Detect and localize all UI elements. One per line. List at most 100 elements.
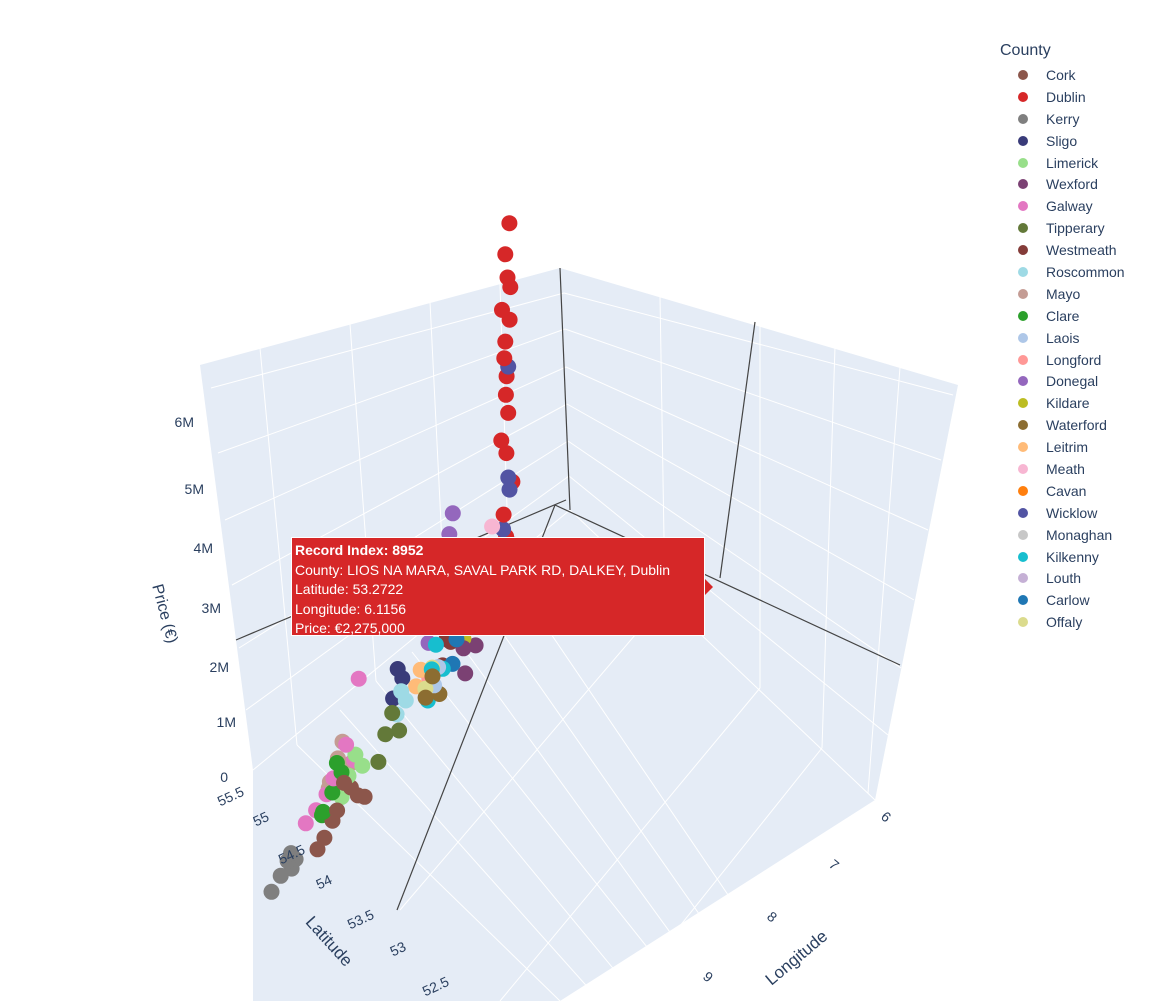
data-point-dublin[interactable]: [496, 350, 513, 367]
data-point-dublin[interactable]: [497, 246, 514, 263]
legend-item-wexford[interactable]: Wexford: [1000, 173, 1145, 195]
data-point-waterford[interactable]: [417, 689, 434, 706]
legend-item-galway[interactable]: Galway: [1000, 195, 1145, 217]
legend-item-longford[interactable]: Longford: [1000, 349, 1145, 371]
legend-item-tipperary[interactable]: Tipperary: [1000, 217, 1145, 239]
legend-marker-icon: [1018, 442, 1028, 453]
tooltip-price: Price: €2,275,000: [295, 620, 405, 637]
data-point-cork[interactable]: [316, 829, 333, 846]
legend-marker-icon: [1018, 245, 1028, 256]
legend-item-westmeath[interactable]: Westmeath: [1000, 239, 1145, 261]
data-point-cork[interactable]: [309, 841, 326, 858]
data-point-sligo[interactable]: [389, 661, 406, 677]
legend-marker-icon: [1018, 507, 1028, 518]
legend-item-cavan[interactable]: Cavan: [1000, 480, 1145, 502]
data-point-clare[interactable]: [324, 784, 341, 801]
data-point-dublin[interactable]: [497, 386, 514, 403]
data-point-donegal[interactable]: [444, 505, 461, 522]
legend-item-carlow[interactable]: Carlow: [1000, 589, 1145, 611]
legend-label: Offaly: [1046, 614, 1083, 631]
legend-label: Louth: [1046, 570, 1082, 587]
legend-item-kilkenny[interactable]: Kilkenny: [1000, 546, 1145, 568]
legend-label: Dublin: [1046, 88, 1086, 105]
legend-item-limerick[interactable]: Limerick: [1000, 152, 1145, 174]
legend-item-mayo[interactable]: Mayo: [1000, 283, 1145, 305]
data-point-dublin[interactable]: [497, 333, 514, 350]
data-point-clare[interactable]: [328, 755, 345, 771]
legend-item-laois[interactable]: Laois: [1000, 327, 1145, 349]
data-point-kerry[interactable]: [283, 845, 299, 862]
data-point-waterford[interactable]: [424, 668, 441, 685]
data-point-dublin[interactable]: [498, 445, 515, 462]
legend-item-waterford[interactable]: Waterford: [1000, 414, 1145, 436]
legend-item-offaly[interactable]: Offaly: [1000, 611, 1145, 633]
legend-marker-icon: [1018, 157, 1028, 168]
data-point-galway[interactable]: [297, 815, 314, 832]
legend-item-monaghan[interactable]: Monaghan: [1000, 524, 1145, 546]
data-point-cork[interactable]: [329, 802, 346, 819]
data-point-dublin[interactable]: [493, 432, 510, 449]
data-point-dublin[interactable]: [500, 404, 517, 421]
legend-item-clare[interactable]: Clare: [1000, 305, 1145, 327]
data-point-tipperary[interactable]: [384, 705, 401, 721]
data-point-tipperary[interactable]: [370, 753, 387, 770]
legend-item-dublin[interactable]: Dublin: [1000, 86, 1145, 108]
data-point-dublin[interactable]: [501, 215, 518, 232]
legend-marker-icon: [1018, 332, 1028, 343]
tooltip-longitude: Longitude: 6.1156: [295, 600, 407, 617]
data-point-kilkenny[interactable]: [427, 636, 444, 653]
z-tick: 4M: [194, 540, 213, 556]
data-point-wicklow[interactable]: [500, 469, 517, 486]
data-point-wexford[interactable]: [457, 665, 474, 682]
legend-items: Cork Dublin Kerry Sligo Limerick Wexford Galwa…: [1000, 64, 1145, 633]
legend-item-louth[interactable]: Louth: [1000, 567, 1145, 589]
legend-item-sligo[interactable]: Sligo: [1000, 130, 1145, 152]
z-tick: 5M: [185, 481, 204, 497]
legend-label: Kerry: [1046, 110, 1080, 127]
legend-label: Leitrim: [1046, 439, 1089, 456]
legend-marker-icon: [1018, 573, 1028, 584]
data-point-cork[interactable]: [336, 774, 352, 791]
x-tick: 9: [700, 968, 716, 985]
data-point-dublin[interactable]: [495, 506, 512, 523]
legend-marker-icon: [1018, 69, 1028, 80]
hover-tooltip: Record Index: 8952 County: LIOS NA MARA,…: [291, 537, 705, 636]
x-tick: 7: [826, 856, 842, 873]
data-point-clare[interactable]: [315, 803, 332, 820]
legend-label: Waterford: [1046, 417, 1107, 434]
data-point-tipperary[interactable]: [377, 726, 394, 743]
data-point-meath[interactable]: [484, 518, 501, 535]
legend-label: Meath: [1046, 460, 1085, 477]
legend-item-meath[interactable]: Meath: [1000, 458, 1145, 480]
legend-item-kerry[interactable]: Kerry: [1000, 108, 1145, 130]
z-tick: 6M: [175, 414, 194, 430]
z-tick-labels: 0 1M 2M 3M 4M 5M 6M: [175, 414, 236, 785]
data-point-galway[interactable]: [350, 670, 367, 687]
x-tick: 8: [764, 908, 780, 925]
legend-item-kildare[interactable]: Kildare: [1000, 392, 1145, 414]
data-point-wexford[interactable]: [467, 637, 484, 654]
data-point-dublin[interactable]: [499, 269, 516, 286]
data-point-kerry[interactable]: [263, 883, 280, 900]
legend-item-cork[interactable]: Cork: [1000, 64, 1145, 86]
legend-marker-icon: [1018, 529, 1028, 540]
data-point-roscommon[interactable]: [393, 683, 410, 700]
z-tick: 3M: [202, 600, 221, 616]
z-tick: 0: [220, 769, 228, 785]
data-point-wicklow[interactable]: [501, 481, 518, 498]
legend-item-leitrim[interactable]: Leitrim: [1000, 436, 1145, 458]
legend-item-roscommon[interactable]: Roscommon: [1000, 261, 1145, 283]
data-point-galway[interactable]: [338, 736, 355, 753]
data-point-kerry[interactable]: [272, 867, 289, 884]
legend-marker-icon: [1018, 201, 1028, 212]
z-tick: 2M: [210, 659, 229, 675]
legend-marker-icon: [1018, 595, 1028, 606]
y-tick: 53: [387, 938, 408, 959]
data-point-dublin[interactable]: [494, 301, 510, 318]
legend-item-wicklow[interactable]: Wicklow: [1000, 502, 1145, 524]
tooltip-record-index: Record Index: 8952: [295, 542, 424, 558]
legend-label: Limerick: [1046, 154, 1099, 171]
data-point-tipperary[interactable]: [391, 722, 408, 739]
legend-item-donegal[interactable]: Donegal: [1000, 370, 1145, 392]
